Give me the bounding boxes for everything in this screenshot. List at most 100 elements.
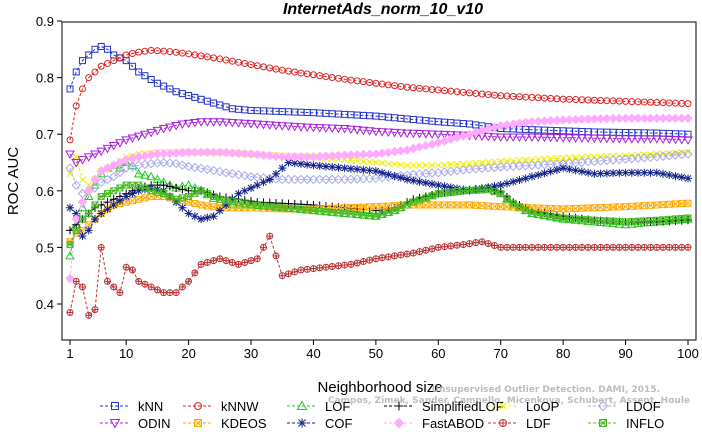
marker-cross <box>485 240 492 247</box>
marker <box>197 215 206 224</box>
marker <box>72 209 81 218</box>
x-tick-label: 20 <box>181 346 195 361</box>
marker <box>289 122 300 132</box>
marker <box>652 168 661 177</box>
legend-item-knn: kNN <box>100 399 163 414</box>
marker-cross <box>672 215 679 223</box>
marker <box>296 174 306 185</box>
marker <box>183 119 194 129</box>
marker-cross <box>185 278 192 285</box>
marker-cross <box>665 200 673 208</box>
marker <box>321 162 330 171</box>
marker <box>491 158 498 166</box>
marker-cross <box>385 209 392 216</box>
marker <box>559 164 568 173</box>
marker <box>115 139 125 148</box>
marker <box>65 163 75 173</box>
marker <box>427 130 437 139</box>
marker <box>684 174 692 183</box>
marker-cross <box>615 203 623 211</box>
marker <box>658 135 668 144</box>
marker <box>434 161 442 169</box>
marker <box>415 177 424 186</box>
marker-cross <box>578 204 586 212</box>
marker-cross <box>484 202 492 210</box>
marker-cross <box>566 244 573 251</box>
marker-cross <box>194 419 202 427</box>
marker <box>127 134 138 143</box>
marker <box>197 95 205 103</box>
marker-cross <box>484 186 492 194</box>
marker <box>614 113 625 124</box>
legend-label: kNN <box>138 399 163 414</box>
marker <box>570 134 581 143</box>
marker <box>277 122 288 131</box>
marker-cross <box>528 244 535 251</box>
marker <box>134 186 143 195</box>
marker-cross <box>322 264 329 271</box>
marker-cross <box>528 210 536 217</box>
marker-cross <box>541 204 548 212</box>
watermark-line-2: Campos, Zimek, Sander, Campello, Micenko… <box>328 396 690 406</box>
marker-cross <box>203 190 211 197</box>
marker <box>190 162 200 173</box>
marker <box>478 184 486 193</box>
marker-cross <box>459 201 467 209</box>
marker <box>520 133 531 143</box>
marker <box>128 50 136 58</box>
marker <box>628 152 636 159</box>
marker-cross <box>391 252 398 259</box>
marker <box>222 200 231 209</box>
marker-cross <box>534 210 542 218</box>
marker-cross <box>397 251 404 258</box>
marker-cross <box>472 186 480 194</box>
marker-cross <box>191 190 199 197</box>
marker <box>496 181 505 190</box>
marker <box>584 153 592 161</box>
marker <box>466 160 473 167</box>
marker <box>578 153 586 161</box>
plot-area <box>61 21 697 341</box>
marker-cross <box>466 187 473 194</box>
marker <box>72 153 80 161</box>
marker <box>384 170 393 179</box>
marker-cross <box>166 193 174 200</box>
legend-item-lof: LOF <box>287 399 350 414</box>
marker <box>677 113 687 124</box>
marker-cross <box>341 262 348 269</box>
marker <box>297 418 307 428</box>
marker <box>621 168 630 177</box>
marker-cross <box>273 252 279 259</box>
marker <box>78 57 86 65</box>
marker-cross <box>197 187 205 195</box>
marker-cross <box>285 270 292 277</box>
marker <box>65 273 75 284</box>
axes-layer: 1 10 20 30 40 50 60 70 80 90 100 0.4 0.5 0.6 0.7 0.8 0.9 <box>36 14 699 361</box>
marker <box>66 136 74 144</box>
marker <box>640 151 648 159</box>
marker-cross <box>541 244 548 251</box>
marker-cross <box>79 227 86 234</box>
marker <box>283 122 294 132</box>
marker-cross <box>609 203 617 211</box>
marker <box>103 198 112 207</box>
x-tick-label: 40 <box>306 346 320 361</box>
marker <box>371 127 381 137</box>
marker-cross <box>341 204 349 212</box>
marker-cross <box>360 258 367 265</box>
marker <box>353 157 361 165</box>
marker-cross <box>297 267 304 274</box>
marker <box>115 157 125 168</box>
marker-cross <box>516 244 523 251</box>
marker-cross <box>503 203 511 211</box>
marker-cross <box>660 244 667 251</box>
marker-cross <box>385 253 392 260</box>
marker-cross <box>210 203 217 211</box>
marker <box>408 129 419 139</box>
marker <box>627 168 636 177</box>
marker <box>66 85 74 93</box>
marker <box>421 140 431 151</box>
marker-cross <box>647 217 654 224</box>
marker <box>683 149 693 159</box>
marker-cross <box>122 198 130 206</box>
